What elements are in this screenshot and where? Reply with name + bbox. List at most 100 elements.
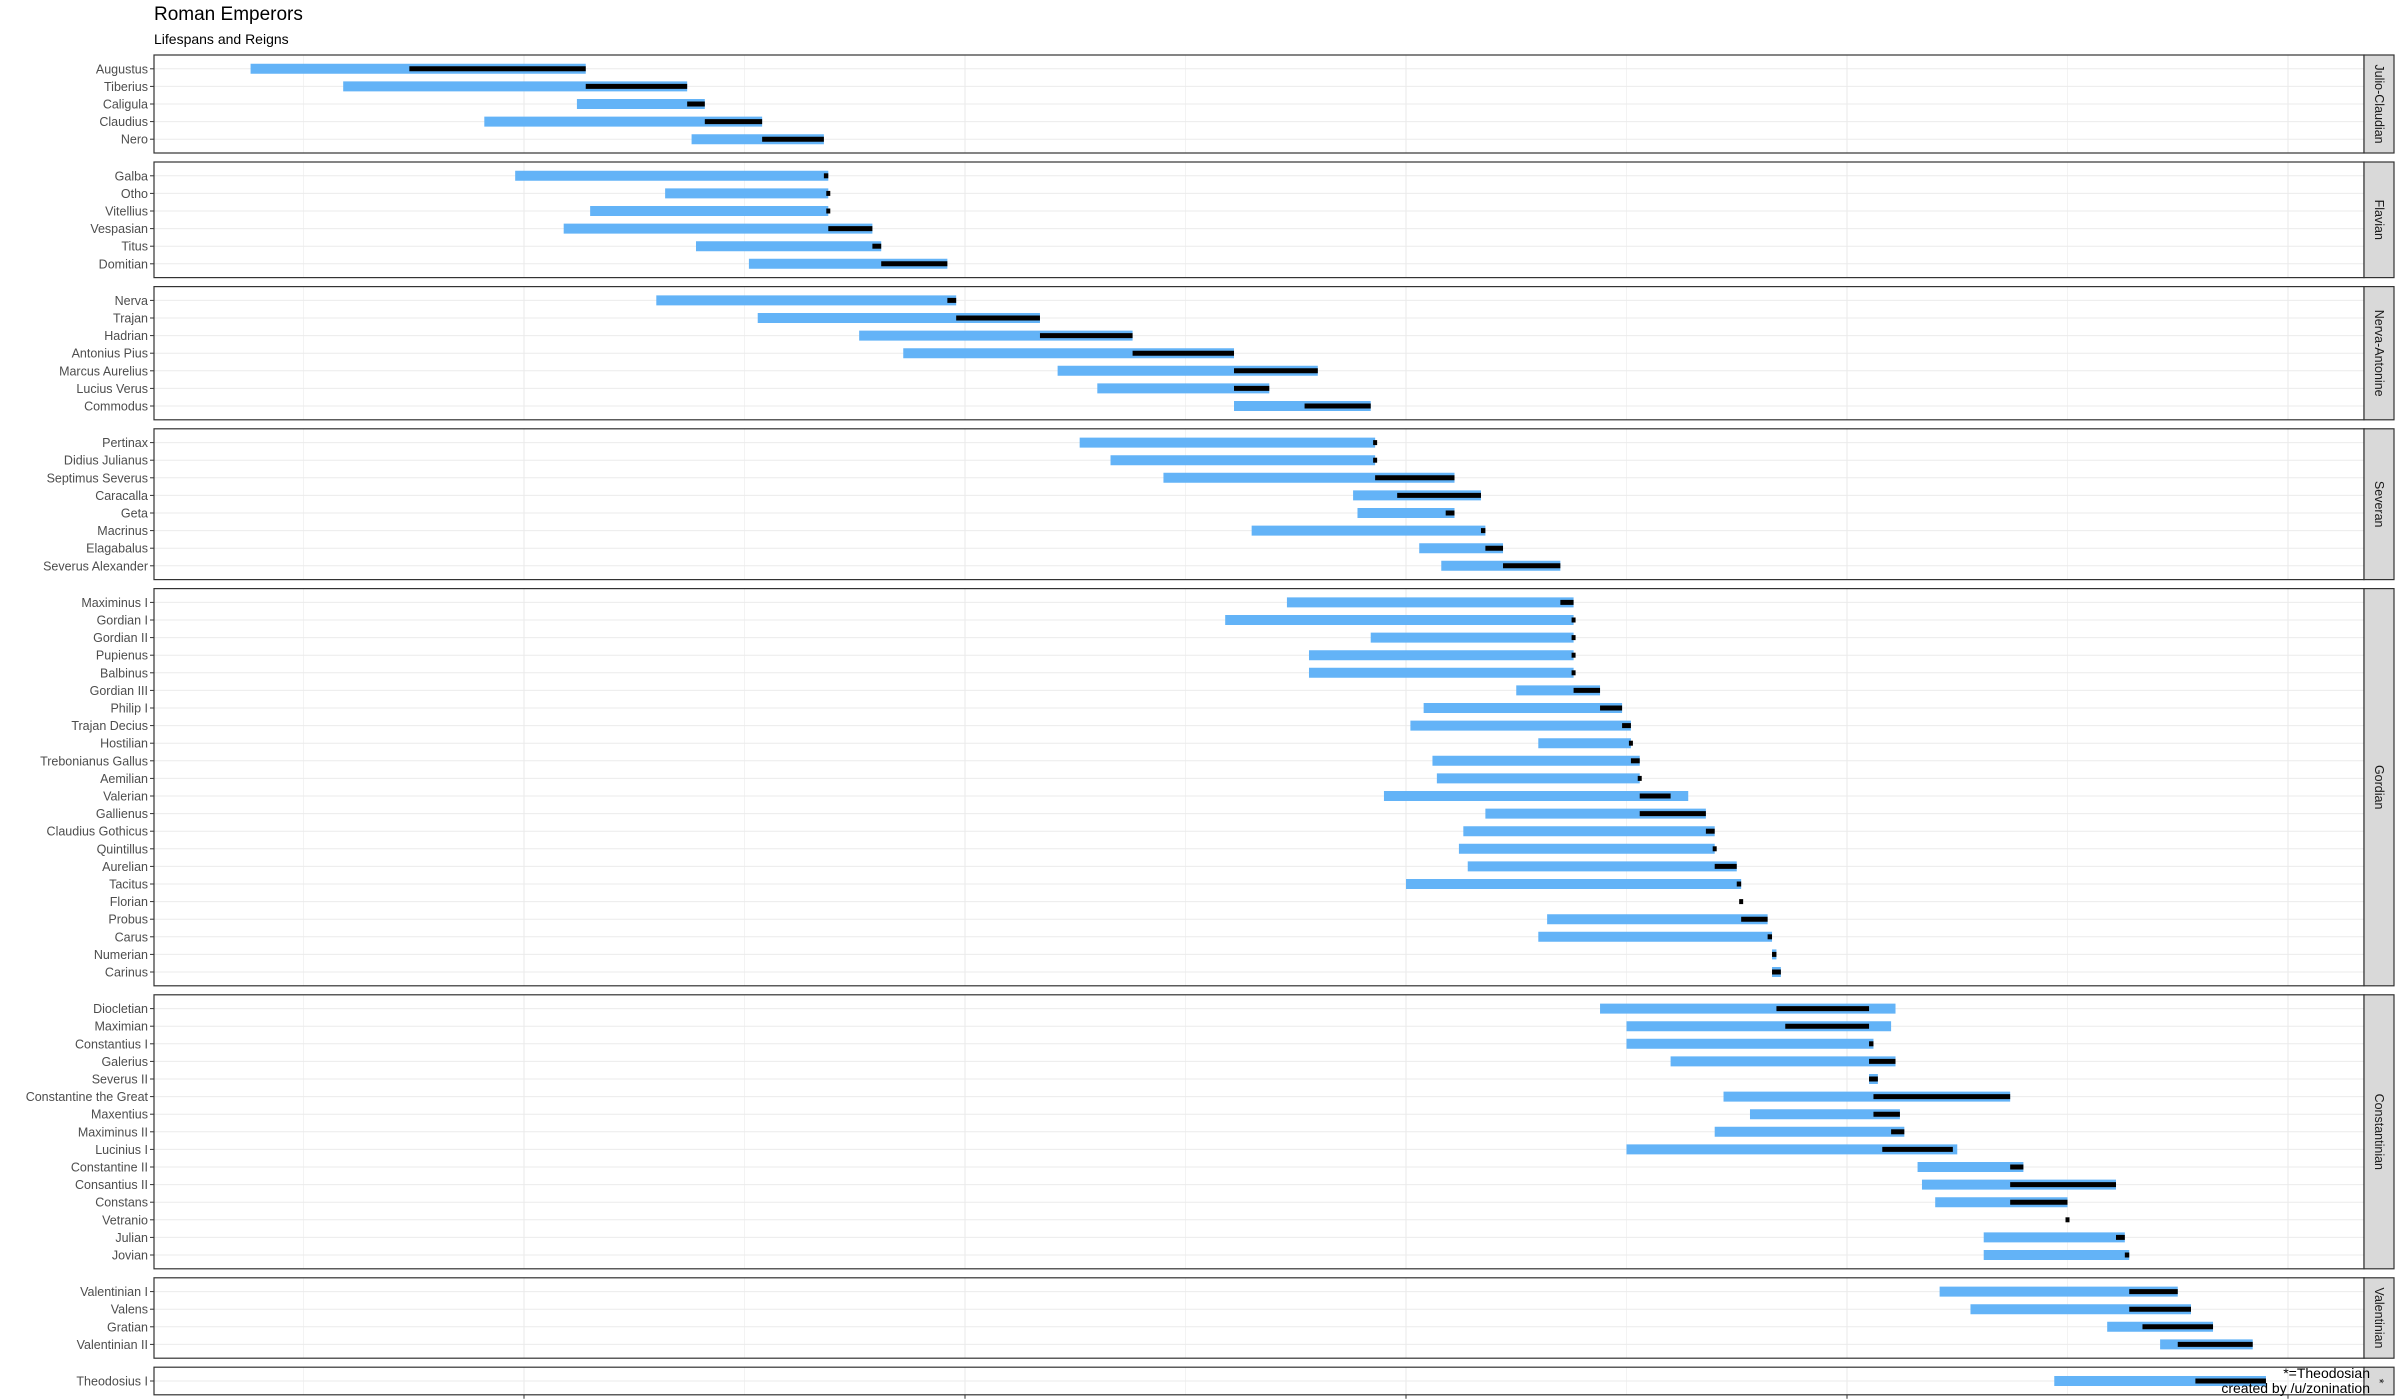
emperor-label: Commodus xyxy=(84,400,148,414)
emperor-label: Claudius xyxy=(99,115,148,129)
facet-strip xyxy=(2363,54,2395,154)
emperor-label: Tiberius xyxy=(104,80,148,94)
emperor-label: Valens xyxy=(111,1303,148,1317)
emperor-label: Galba xyxy=(115,169,148,183)
facet-theodosian: Theodosius I * xyxy=(76,1366,2395,1396)
facet-flavian: Galba Otho Vitellius Vespasian Titus Domitian… xyxy=(90,161,2395,279)
emperor-label: Nerva xyxy=(115,294,148,308)
panel-background xyxy=(154,162,2364,278)
emperor-label: Marcus Aurelius xyxy=(59,364,148,378)
emperor-label: Trebonianus Gallus xyxy=(40,754,148,768)
emperor-label: Elagabalus xyxy=(86,542,148,556)
emperor-label: Florian xyxy=(110,895,148,909)
facet-gordian: Maximinus I Gordian I Gordian II Pupienus Ba… xyxy=(40,587,2395,987)
facet-label: Nerva-Antonine xyxy=(2372,310,2386,397)
emperor-label: Julian xyxy=(115,1231,148,1245)
emperor-label: Aurelian xyxy=(102,860,148,874)
emperor-label: Maximinus I xyxy=(81,596,148,610)
emperor-label: Constantine II xyxy=(71,1161,148,1175)
emperor-label: Pupienus xyxy=(96,649,148,663)
emperor-label: Hostilian xyxy=(100,737,148,751)
emperor-label: Vitellius xyxy=(105,205,148,219)
emperor-label: Trajan Decius xyxy=(71,719,148,733)
emperor-label: Aemilian xyxy=(100,772,148,786)
facet-strip xyxy=(2363,1366,2395,1396)
emperor-label: Severus II xyxy=(92,1073,148,1087)
emperor-label: Titus xyxy=(121,240,148,254)
facet-nerva-antonine: Nerva Trajan Hadrian Antonius Pius Marcus Au… xyxy=(59,286,2395,421)
facet-constantinian: Diocletian Maximian Constantius I Galerius S… xyxy=(26,994,2395,1270)
panel-background xyxy=(154,428,2364,580)
footnote: *=Theodosian xyxy=(2283,1365,2370,1381)
emperor-label: Gordian III xyxy=(90,684,148,698)
emperor-label: Severus Alexander xyxy=(43,559,148,573)
emperor-label: Constantius I xyxy=(75,1037,148,1051)
facet-severan: Pertinax Didius Julianus Septimus Severus C… xyxy=(43,428,2395,581)
facet-strip xyxy=(2363,587,2395,987)
emperor-label: Galerius xyxy=(101,1055,148,1069)
chart-subtitle: Lifespans and Reigns xyxy=(154,31,289,47)
emperor-label: Hadrian xyxy=(104,329,148,343)
facet-strip xyxy=(2363,428,2395,581)
emperor-label: Quintillus xyxy=(97,842,148,856)
emperor-label: Antonius Pius xyxy=(72,347,148,361)
emperor-label: Probus xyxy=(108,913,148,927)
emperor-label: Philip I xyxy=(110,702,148,716)
chart-title: Roman Emperors xyxy=(154,4,303,25)
emperor-label: Tacitus xyxy=(109,878,148,892)
emperor-label: Augustus xyxy=(96,62,148,76)
emperor-label: Maxentius xyxy=(91,1108,148,1122)
emperor-label: Valentinian II xyxy=(77,1338,148,1352)
facet-label: Flavian xyxy=(2372,200,2386,240)
emperor-label: Maximian xyxy=(95,1020,149,1034)
emperor-label: Macrinus xyxy=(97,524,148,538)
facet-julio-claudian: Augustus Tiberius Caligula Claudius Nero Juli… xyxy=(96,54,2395,154)
facet-label: Valentinian xyxy=(2372,1288,2386,1349)
emperor-label: Consantius II xyxy=(75,1178,148,1192)
emperor-label: Geta xyxy=(121,507,148,521)
emperor-label: Vespasian xyxy=(90,222,148,236)
facet-label: * xyxy=(2372,1379,2386,1384)
emperor-label: Theodosius I xyxy=(76,1375,148,1389)
facet-strip xyxy=(2363,286,2395,421)
emperor-label: Domitian xyxy=(99,257,148,271)
emperor-label: Gordian II xyxy=(93,631,148,645)
emperor-label: Numerian xyxy=(94,948,148,962)
emperor-label: Carus xyxy=(115,930,148,944)
facet-valentinian: Valentinian I Valens Gratian Valentinian II… xyxy=(77,1277,2395,1359)
emperor-label: Gallienus xyxy=(96,807,148,821)
credit: created by /u/zonination xyxy=(2221,1380,2370,1396)
emperor-label: Constans xyxy=(95,1196,148,1210)
emperor-label: Vetranio xyxy=(102,1213,148,1227)
facet-label: Constantinian xyxy=(2372,1094,2386,1170)
emperor-label: Constantine the Great xyxy=(26,1090,149,1104)
facet-strip xyxy=(2363,161,2395,279)
emperor-label: Valentinian I xyxy=(80,1285,148,1299)
facet-strip xyxy=(2363,994,2395,1270)
emperor-label: Maximinus II xyxy=(78,1125,148,1139)
panel-background xyxy=(154,588,2364,986)
emperor-label: Lucinius I xyxy=(95,1143,148,1157)
emperor-label: Valerian xyxy=(103,790,148,804)
facet-strip xyxy=(2363,1277,2395,1359)
emperor-label: Gordian I xyxy=(97,614,148,628)
emperor-label: Nero xyxy=(121,133,148,147)
emperor-label: Carinus xyxy=(105,966,148,980)
facet-label: Julio-Claudian xyxy=(2372,64,2386,143)
emperor-label: Diocletian xyxy=(93,1002,148,1016)
emperor-label: Caracalla xyxy=(95,489,148,503)
facet-label: Severan xyxy=(2372,481,2386,528)
emperor-label: Lucius Verus xyxy=(76,382,148,396)
emperor-label: Balbinus xyxy=(100,666,148,680)
emperor-label: Jovian xyxy=(112,1249,148,1263)
emperor-label: Claudius Gothicus xyxy=(47,825,148,839)
emperor-label: Caligula xyxy=(103,98,148,112)
emperor-label: Septimus Severus xyxy=(47,471,148,485)
emperor-label: Otho xyxy=(121,187,148,201)
emperor-label: Gratian xyxy=(107,1320,148,1334)
facet-label: Gordian xyxy=(2372,765,2386,810)
emperor-label: Pertinax xyxy=(102,436,149,450)
emperor-label: Trajan xyxy=(113,312,148,326)
emperor-label: Didius Julianus xyxy=(64,454,148,468)
